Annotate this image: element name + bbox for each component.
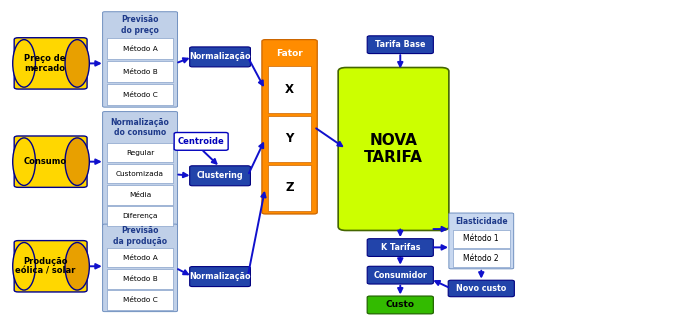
Text: Fator: Fator — [276, 49, 303, 58]
FancyBboxPatch shape — [107, 38, 173, 59]
Text: Consumo: Consumo — [24, 157, 67, 166]
Text: Preço de
mercado: Preço de mercado — [24, 54, 66, 73]
Text: Novo custo: Novo custo — [456, 284, 506, 293]
FancyBboxPatch shape — [367, 36, 433, 54]
FancyBboxPatch shape — [103, 224, 178, 312]
Text: Método 1: Método 1 — [464, 234, 499, 243]
Text: Centroide: Centroide — [178, 137, 225, 146]
Text: Customizada: Customizada — [116, 171, 164, 177]
Text: Método 2: Método 2 — [464, 254, 499, 263]
FancyBboxPatch shape — [190, 267, 250, 287]
FancyBboxPatch shape — [174, 133, 228, 150]
FancyBboxPatch shape — [107, 248, 173, 268]
FancyBboxPatch shape — [14, 38, 87, 89]
FancyBboxPatch shape — [107, 143, 173, 162]
Text: Método C: Método C — [123, 92, 157, 98]
Ellipse shape — [65, 243, 89, 290]
Text: Método B: Método B — [123, 276, 157, 282]
Text: Método A: Método A — [123, 46, 157, 52]
Text: X: X — [285, 83, 294, 96]
FancyBboxPatch shape — [453, 230, 510, 248]
Text: Regular: Regular — [126, 150, 154, 156]
FancyBboxPatch shape — [190, 47, 250, 67]
FancyBboxPatch shape — [107, 84, 173, 105]
Ellipse shape — [13, 40, 35, 87]
Ellipse shape — [13, 138, 35, 185]
Text: Tarifa Base: Tarifa Base — [375, 40, 425, 49]
FancyBboxPatch shape — [14, 136, 87, 187]
Text: Diferença: Diferença — [122, 213, 158, 219]
FancyBboxPatch shape — [107, 185, 173, 204]
Text: Produção
eólica / solar: Produção eólica / solar — [15, 256, 76, 276]
FancyBboxPatch shape — [448, 280, 514, 297]
Text: Método B: Método B — [123, 68, 157, 74]
Text: Custo: Custo — [386, 301, 414, 309]
Text: Consumidor: Consumidor — [373, 271, 427, 280]
FancyBboxPatch shape — [453, 249, 510, 267]
Ellipse shape — [65, 138, 89, 185]
Text: Método C: Método C — [123, 297, 157, 303]
FancyBboxPatch shape — [449, 213, 514, 269]
Text: Y: Y — [286, 132, 294, 145]
Text: Previsão
da produção: Previsão da produção — [113, 227, 167, 246]
Text: Z: Z — [286, 181, 294, 194]
FancyBboxPatch shape — [367, 239, 433, 256]
Text: Média: Média — [129, 192, 151, 198]
FancyBboxPatch shape — [107, 269, 173, 288]
Text: Clustering: Clustering — [196, 171, 244, 180]
FancyBboxPatch shape — [268, 115, 311, 162]
FancyBboxPatch shape — [367, 296, 433, 314]
Text: Método A: Método A — [123, 255, 157, 261]
Text: Normalização: Normalização — [189, 272, 251, 281]
FancyBboxPatch shape — [107, 206, 173, 226]
Text: Elasticidade: Elasticidade — [455, 217, 508, 226]
FancyBboxPatch shape — [103, 112, 178, 228]
FancyBboxPatch shape — [103, 12, 178, 107]
FancyBboxPatch shape — [262, 40, 317, 214]
FancyBboxPatch shape — [107, 164, 173, 184]
Ellipse shape — [13, 243, 35, 290]
FancyBboxPatch shape — [268, 67, 311, 113]
Text: K Tarifas: K Tarifas — [381, 243, 420, 252]
FancyBboxPatch shape — [107, 290, 173, 310]
Text: NOVA
TARIFA: NOVA TARIFA — [364, 133, 423, 165]
FancyBboxPatch shape — [107, 61, 173, 82]
Text: Normalização
do consumo: Normalização do consumo — [111, 118, 169, 137]
FancyBboxPatch shape — [338, 68, 449, 230]
Ellipse shape — [65, 40, 89, 87]
FancyBboxPatch shape — [14, 241, 87, 292]
Text: Previsão
do preço: Previsão do preço — [121, 15, 159, 35]
FancyBboxPatch shape — [190, 166, 250, 186]
FancyBboxPatch shape — [367, 266, 433, 284]
Text: Normalização: Normalização — [189, 52, 251, 61]
FancyBboxPatch shape — [268, 165, 311, 211]
